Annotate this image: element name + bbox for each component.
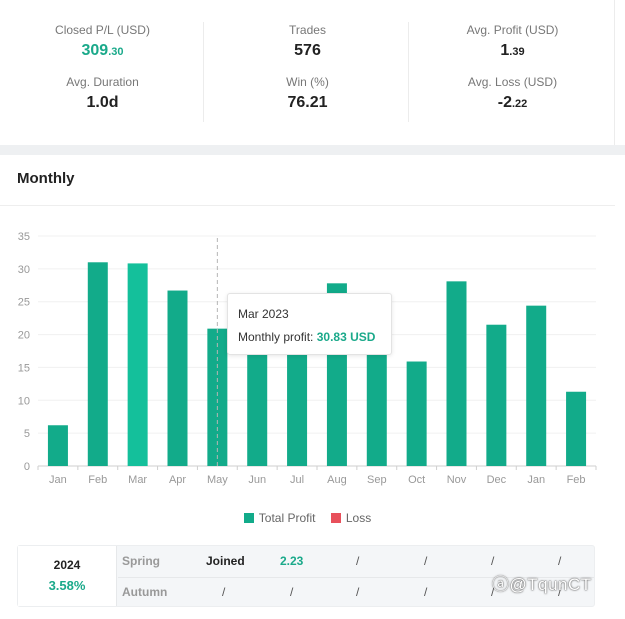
bar-apr[interactable]	[167, 290, 188, 466]
legend-label: Loss	[345, 511, 372, 525]
legend-swatch	[330, 513, 341, 523]
x-tick-label: Jan	[49, 474, 67, 486]
season-cell: /	[491, 585, 495, 599]
stats-column-left: Closed P/L (USD) 309.30 Avg. Duration 1.…	[0, 0, 205, 145]
x-tick-label: Sep	[367, 474, 387, 486]
bar-feb[interactable]	[87, 262, 108, 466]
season-cell: /	[424, 554, 428, 568]
bar-jul[interactable]	[287, 341, 308, 466]
bar-sep[interactable]	[366, 334, 387, 466]
row-label-spring: Spring	[122, 554, 160, 568]
section-gap	[0, 145, 625, 155]
stat-value: -2.22	[497, 94, 528, 111]
bar-nov[interactable]	[446, 281, 467, 466]
stat-label: Win (%)	[286, 75, 329, 89]
y-tick-label: 35	[18, 231, 30, 243]
bar-mar[interactable]	[127, 263, 148, 466]
stat-avg-loss: Avg. Loss (USD) -2.22	[410, 74, 615, 115]
x-tick-label: Feb	[88, 474, 107, 486]
bar-dec[interactable]	[486, 324, 507, 466]
x-tick-label: Oct	[408, 474, 425, 486]
watermark: ⓐ@TqunCT	[492, 575, 592, 594]
stat-trades: Trades 576	[205, 22, 410, 62]
x-tick-label: Nov	[447, 474, 467, 486]
x-tick-label: Jan	[527, 474, 545, 486]
monthly-title: Monthly	[17, 170, 75, 187]
column-divider	[203, 22, 204, 122]
stat-closed-pl: Closed P/L (USD) 309.30	[0, 22, 205, 63]
x-tick-label: Mar	[128, 474, 147, 486]
stat-value: 76.21	[287, 94, 328, 111]
chart-tooltip: Mar 2023 Monthly profit: 30.83 USD	[227, 293, 392, 355]
tooltip-value: 30.83 USD	[316, 330, 376, 344]
season-cell: /	[222, 585, 226, 599]
legend-item-loss[interactable]: Loss	[330, 511, 372, 525]
bar-jun[interactable]	[247, 334, 268, 466]
stat-value: 1.0d	[86, 94, 119, 111]
tooltip-month: Mar 2023	[238, 307, 289, 321]
x-tick-label: Jul	[290, 474, 304, 486]
x-tick-label: Aug	[327, 474, 347, 486]
legend-swatch	[243, 513, 254, 523]
monthly-bar-chart[interactable]: 0 5 10 15 20 25 30 35 Jan Feb Mar Apr May Jun Jul Aug Se…	[0, 220, 615, 495]
season-cell: 2.23	[280, 554, 304, 568]
year-cell: 2024 3.58%	[18, 546, 117, 606]
y-tick-label: 0	[24, 461, 30, 473]
x-tick-label: Apr	[169, 474, 186, 486]
y-tick-label: 25	[18, 297, 30, 309]
bar-jan[interactable]	[526, 305, 547, 466]
stat-value: 309.30	[81, 42, 124, 59]
season-cell: Joined	[206, 554, 245, 568]
row-divider	[118, 577, 594, 578]
stat-label: Avg. Duration	[66, 75, 139, 89]
y-tick-label: 10	[18, 395, 30, 407]
column-divider	[408, 22, 409, 122]
season-cell: /	[558, 585, 562, 599]
x-tick-label: May	[207, 474, 228, 486]
stat-win: Win (%) 76.21	[205, 74, 410, 114]
bar-jan[interactable]	[47, 425, 68, 466]
x-tick-label: Jun	[248, 474, 266, 486]
divider	[0, 205, 615, 206]
y-tick-label: 5	[24, 428, 30, 440]
bar-may[interactable]	[207, 328, 228, 466]
season-table: 2024 3.58% Spring Joined 2.23 / / / / Au…	[17, 545, 595, 607]
stat-label: Trades	[289, 23, 326, 37]
x-tick-label: Dec	[487, 474, 507, 486]
y-tick-label: 15	[18, 362, 30, 374]
y-tick-label: 30	[18, 264, 30, 276]
season-cell: /	[356, 554, 360, 568]
chart-legend: Total Profit Loss	[0, 511, 615, 525]
season-cell: /	[356, 585, 360, 599]
tooltip-line: Monthly profit: 30.83 USD	[238, 329, 381, 345]
y-tick-label: 20	[18, 330, 30, 342]
stat-value: 576	[294, 42, 321, 59]
season-cell: /	[290, 585, 294, 599]
season-cell: /	[558, 554, 562, 568]
tooltip-label: Monthly profit:	[238, 330, 314, 344]
stats-column-middle: Trades 576 Win (%) 76.21	[205, 0, 410, 145]
stat-avg-profit: Avg. Profit (USD) 1.39	[410, 22, 615, 63]
stats-column-right: Avg. Profit (USD) 1.39 Avg. Loss (USD) -…	[410, 0, 615, 145]
bar-feb[interactable]	[566, 391, 587, 466]
stats-card: Closed P/L (USD) 309.30 Avg. Duration 1.…	[0, 0, 615, 145]
legend-label: Total Profit	[258, 511, 316, 525]
bar-oct[interactable]	[406, 361, 427, 466]
year-label: 2024	[53, 558, 81, 572]
stat-label: Avg. Profit (USD)	[466, 23, 559, 37]
x-tick-label: Feb	[567, 474, 586, 486]
row-label-autumn: Autumn	[122, 585, 168, 599]
stat-avg-duration: Avg. Duration 1.0d	[0, 74, 205, 114]
stat-value: 1.39	[500, 42, 525, 59]
legend-item-total-profit[interactable]: Total Profit	[243, 511, 316, 525]
stat-label: Avg. Loss (USD)	[467, 75, 558, 89]
season-cell: /	[491, 554, 495, 568]
stat-label: Closed P/L (USD)	[55, 23, 150, 37]
season-cell: /	[424, 585, 428, 599]
year-percent: 3.58%	[48, 578, 86, 593]
